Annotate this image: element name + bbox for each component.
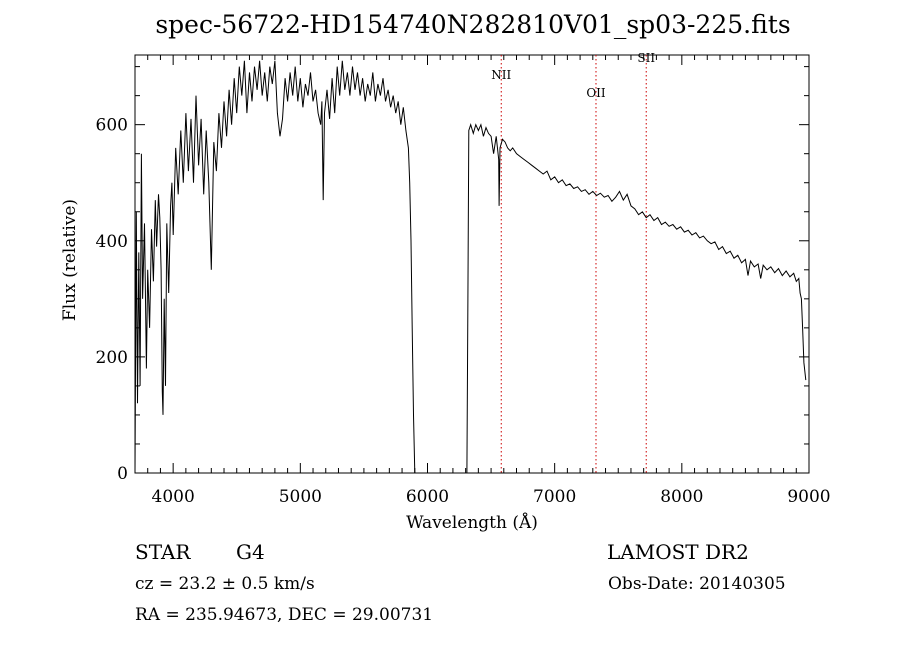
series-layer bbox=[134, 60, 807, 474]
y-axis: 0 200 400 600 bbox=[96, 66, 809, 484]
y-tick-label: 0 bbox=[117, 464, 128, 484]
x-tick-label: 8000 bbox=[660, 487, 703, 507]
spectral-subclass: G4 bbox=[236, 540, 265, 564]
y-axis-label: Flux (relative) bbox=[60, 199, 80, 321]
object-type: STAR bbox=[135, 540, 191, 564]
spectrum-line bbox=[134, 60, 807, 474]
emission-line-label: NII bbox=[491, 68, 511, 82]
x-tick-label: 9000 bbox=[787, 487, 830, 507]
plot-frame bbox=[134, 54, 810, 474]
x-tick-label: 4000 bbox=[152, 487, 195, 507]
y-tick-label: 400 bbox=[96, 232, 128, 252]
obs-date-text: Obs-Date: 20140305 bbox=[608, 574, 786, 594]
chart-title: spec-56722-HD154740N282810V01_sp03-225.f… bbox=[155, 10, 790, 39]
survey-name: LAMOST DR2 bbox=[607, 540, 749, 564]
x-tick-label: 7000 bbox=[533, 487, 576, 507]
x-axis: 4000 5000 6000 7000 8000 9000 bbox=[147, 55, 831, 507]
x-tick-label: 5000 bbox=[279, 487, 322, 507]
redshift-text: cz = 23.2 ± 0.5 km/s bbox=[135, 574, 315, 594]
y-tick-label: 600 bbox=[96, 116, 128, 136]
x-axis-label: Wavelength (Å) bbox=[406, 512, 538, 533]
coordinates-text: RA = 235.94673, DEC = 29.00731 bbox=[135, 605, 433, 625]
emission-lines: NII OII SII bbox=[491, 51, 655, 473]
y-tick-label: 200 bbox=[96, 348, 128, 368]
emission-line-label: OII bbox=[586, 86, 606, 100]
x-tick-label: 6000 bbox=[406, 487, 449, 507]
emission-line-label: SII bbox=[637, 51, 655, 65]
